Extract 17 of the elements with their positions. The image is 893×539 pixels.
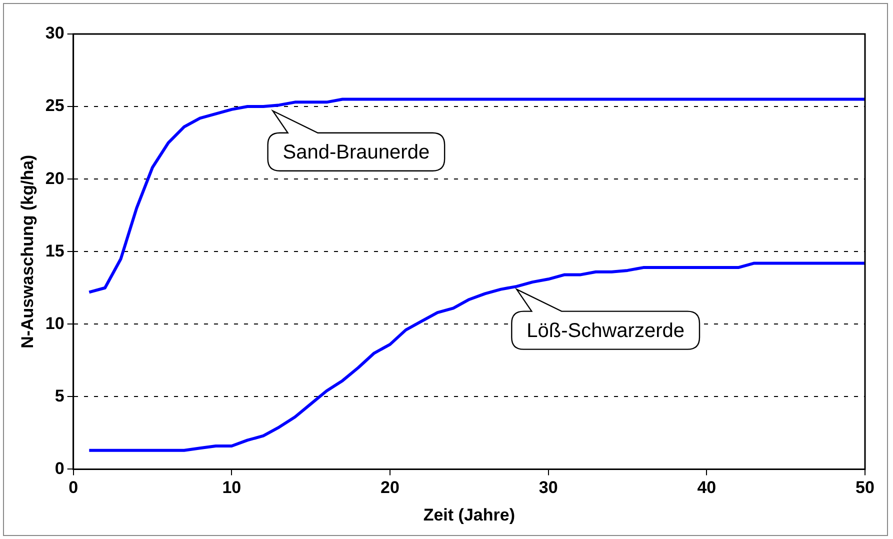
y-tick-label: 0 (54, 458, 64, 478)
x-axis-title: Zeit (Jahre) (423, 505, 515, 524)
y-tick-label: 25 (45, 96, 64, 116)
x-tick-label: 40 (697, 478, 716, 498)
x-tick-label: 20 (380, 478, 400, 498)
x-tick-label: 30 (538, 478, 558, 498)
x-tick-label: 50 (856, 478, 874, 498)
x-tick-label: 0 (68, 478, 78, 498)
x-tick-label: 10 (222, 478, 242, 498)
y-tick-label: 15 (45, 241, 64, 260)
y-axis-title: N-Auswaschung (kg/ha) (18, 154, 37, 348)
y-tick-label: 20 (45, 168, 64, 188)
y-tick-label: 10 (45, 314, 64, 333)
annotation: Sand-Braunerde (282, 141, 430, 164)
y-tick-label: 5 (54, 386, 64, 406)
y-tick-label: 30 (45, 24, 64, 43)
annotation: Löß-Schwarzerde (526, 320, 684, 342)
